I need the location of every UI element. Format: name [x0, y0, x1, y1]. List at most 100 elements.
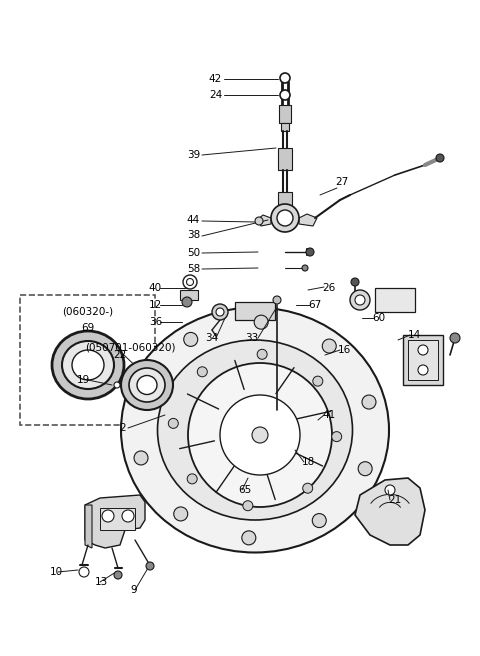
Text: (060320-): (060320-): [62, 307, 114, 317]
Text: 65: 65: [238, 485, 251, 495]
Circle shape: [450, 333, 460, 343]
Circle shape: [358, 462, 372, 476]
Circle shape: [114, 382, 120, 388]
Text: 18: 18: [302, 457, 315, 467]
Circle shape: [134, 451, 148, 465]
Text: 67: 67: [308, 300, 321, 310]
Circle shape: [280, 73, 290, 83]
Circle shape: [254, 315, 268, 329]
Text: 58: 58: [187, 264, 200, 274]
Circle shape: [385, 485, 395, 495]
Circle shape: [216, 308, 224, 316]
Text: 26: 26: [322, 283, 335, 293]
Ellipse shape: [72, 350, 104, 380]
Text: 9: 9: [130, 585, 137, 595]
Circle shape: [242, 531, 256, 545]
Circle shape: [187, 474, 197, 484]
Ellipse shape: [62, 341, 114, 389]
Circle shape: [168, 419, 178, 428]
Bar: [403, 335, 443, 385]
Circle shape: [174, 507, 188, 521]
Text: 27: 27: [335, 177, 348, 187]
Bar: [278, 192, 292, 210]
Text: 12: 12: [149, 300, 162, 310]
Circle shape: [277, 210, 293, 226]
Polygon shape: [85, 505, 92, 548]
Circle shape: [114, 571, 122, 579]
Circle shape: [362, 395, 376, 409]
Text: 14: 14: [408, 330, 421, 340]
Text: 44: 44: [187, 215, 200, 225]
Text: 34: 34: [205, 333, 218, 343]
Bar: [180, 290, 198, 300]
Text: 13: 13: [95, 577, 108, 587]
Ellipse shape: [121, 308, 389, 552]
Text: 69: 69: [82, 323, 95, 333]
Circle shape: [79, 567, 89, 577]
Bar: [235, 302, 275, 320]
Bar: [281, 123, 289, 131]
Circle shape: [303, 483, 312, 493]
Text: 60: 60: [372, 313, 385, 323]
Circle shape: [187, 279, 193, 285]
Polygon shape: [257, 215, 271, 226]
Circle shape: [102, 510, 114, 522]
Circle shape: [280, 90, 290, 100]
Text: 24: 24: [209, 90, 222, 100]
Circle shape: [188, 363, 332, 507]
Circle shape: [313, 376, 323, 386]
Text: 50: 50: [187, 248, 200, 258]
Bar: [278, 148, 292, 170]
Circle shape: [351, 278, 359, 286]
Text: 42: 42: [209, 74, 222, 84]
Circle shape: [355, 295, 365, 305]
Ellipse shape: [157, 340, 352, 520]
Text: 39: 39: [187, 150, 200, 160]
Circle shape: [138, 384, 152, 398]
Bar: [100, 508, 135, 530]
Text: 41: 41: [322, 410, 335, 420]
Ellipse shape: [129, 368, 165, 402]
Text: 16: 16: [338, 345, 351, 355]
Circle shape: [312, 514, 326, 527]
Text: 33: 33: [245, 333, 258, 343]
Circle shape: [302, 265, 308, 271]
Text: (050701-060320): (050701-060320): [85, 343, 175, 353]
Text: 21: 21: [388, 495, 401, 505]
Polygon shape: [355, 478, 425, 545]
Circle shape: [197, 367, 207, 377]
Circle shape: [252, 427, 268, 443]
Bar: [375, 288, 415, 312]
Text: 38: 38: [187, 230, 200, 240]
Circle shape: [146, 562, 154, 570]
Text: 10: 10: [50, 567, 63, 577]
Text: 40: 40: [149, 283, 162, 293]
Circle shape: [271, 204, 299, 232]
Circle shape: [212, 304, 228, 320]
Ellipse shape: [52, 331, 124, 399]
Text: 2: 2: [120, 423, 126, 433]
Polygon shape: [299, 214, 317, 226]
Text: 19: 19: [77, 375, 90, 385]
Circle shape: [184, 333, 198, 346]
Circle shape: [350, 290, 370, 310]
Bar: [408, 340, 438, 380]
Circle shape: [183, 275, 197, 289]
FancyBboxPatch shape: [20, 295, 155, 425]
Circle shape: [243, 501, 253, 511]
Circle shape: [418, 365, 428, 375]
Circle shape: [255, 217, 263, 225]
Circle shape: [122, 510, 134, 522]
Circle shape: [182, 297, 192, 307]
Circle shape: [322, 339, 336, 353]
Bar: [279, 105, 291, 123]
Circle shape: [418, 345, 428, 355]
Text: 22: 22: [113, 350, 126, 360]
Circle shape: [220, 395, 300, 475]
Text: 36: 36: [149, 317, 162, 327]
Ellipse shape: [137, 375, 157, 394]
Circle shape: [332, 432, 342, 441]
Polygon shape: [85, 495, 145, 548]
Circle shape: [436, 154, 444, 162]
Circle shape: [257, 349, 267, 359]
